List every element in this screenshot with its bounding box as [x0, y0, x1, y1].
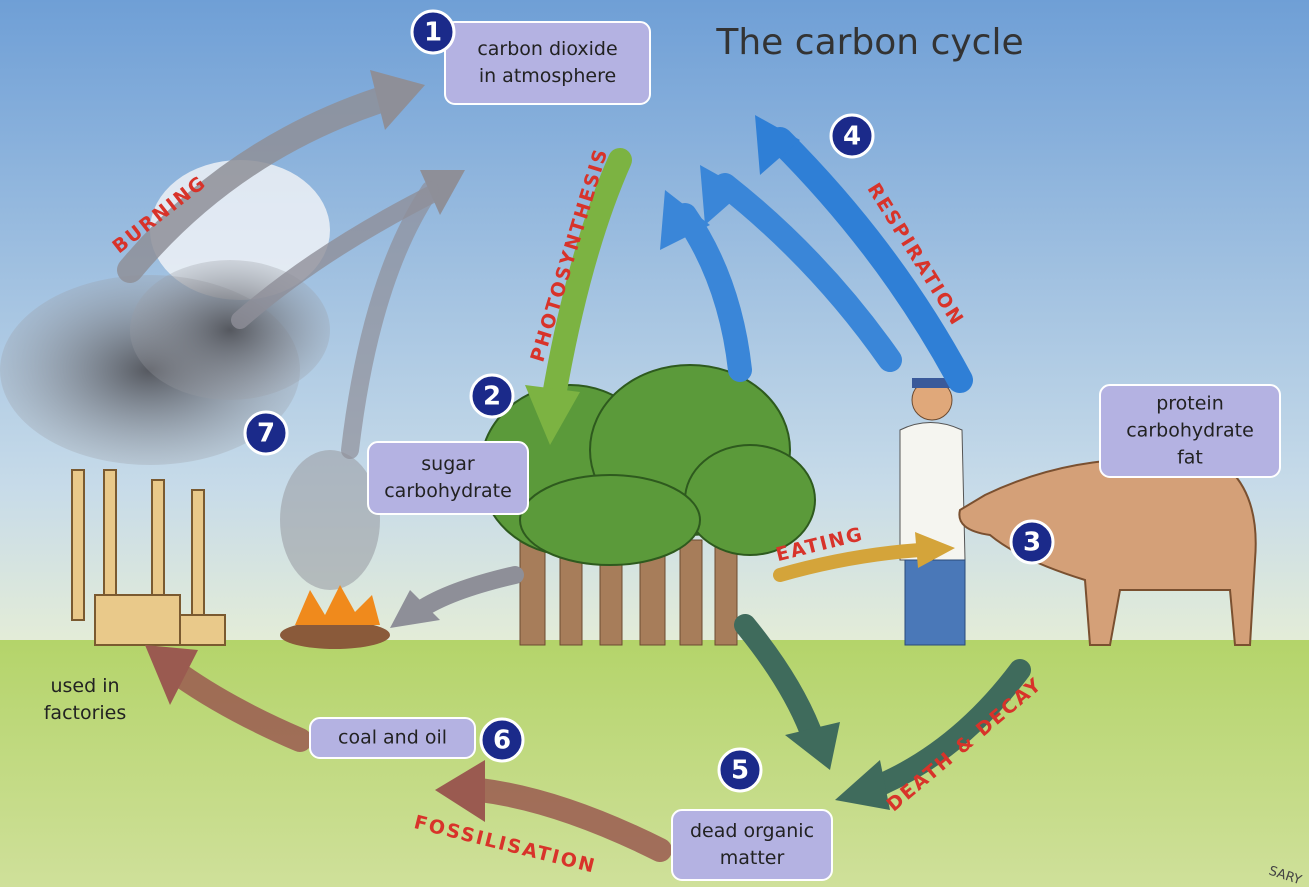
badge-number: 1 [424, 18, 442, 48]
box-text: dead organic [690, 820, 814, 842]
badge-number: 7 [257, 419, 275, 449]
badge-number: 6 [493, 726, 511, 756]
box-text: in atmosphere [479, 65, 616, 87]
box-text: carbohydrate [384, 480, 512, 502]
box-text: sugar [421, 453, 475, 475]
box-text: used in [50, 675, 119, 697]
box-text: carbon dioxide [477, 38, 617, 60]
label-box [445, 22, 650, 104]
box-text: factories [44, 702, 127, 724]
badge-number: 4 [843, 122, 861, 152]
badge-number: 5 [731, 756, 749, 786]
box-text: carbohydrate [1126, 420, 1254, 442]
badge-number: 2 [483, 382, 501, 412]
box-text: matter [720, 847, 785, 869]
box-text: protein [1156, 393, 1224, 415]
box-text: coal and oil [338, 727, 447, 749]
box-text: fat [1177, 447, 1203, 469]
carbon-cycle-diagram: The carbon cycle carbon dioxide in atmosp… [0, 0, 1309, 887]
badge-number: 3 [1023, 528, 1041, 558]
title: The carbon cycle [715, 22, 1023, 63]
